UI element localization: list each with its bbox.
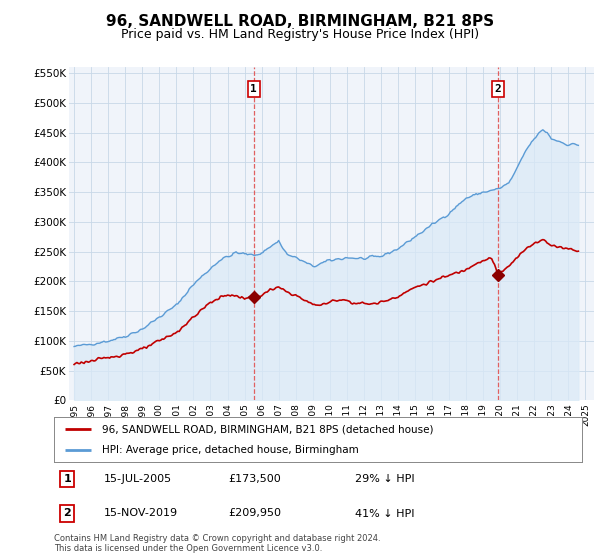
Text: £173,500: £173,500	[228, 474, 281, 484]
Text: 41% ↓ HPI: 41% ↓ HPI	[355, 508, 415, 519]
Text: 96, SANDWELL ROAD, BIRMINGHAM, B21 8PS (detached house): 96, SANDWELL ROAD, BIRMINGHAM, B21 8PS (…	[101, 424, 433, 435]
Text: 2: 2	[64, 508, 71, 519]
Text: Price paid vs. HM Land Registry's House Price Index (HPI): Price paid vs. HM Land Registry's House …	[121, 28, 479, 41]
Text: 15-NOV-2019: 15-NOV-2019	[104, 508, 178, 519]
Text: HPI: Average price, detached house, Birmingham: HPI: Average price, detached house, Birm…	[101, 445, 358, 455]
Text: £209,950: £209,950	[228, 508, 281, 519]
Text: 1: 1	[250, 84, 257, 94]
Text: 15-JUL-2005: 15-JUL-2005	[104, 474, 172, 484]
Text: Contains HM Land Registry data © Crown copyright and database right 2024.
This d: Contains HM Land Registry data © Crown c…	[54, 534, 380, 553]
Text: 2: 2	[494, 84, 502, 94]
Text: 29% ↓ HPI: 29% ↓ HPI	[355, 474, 415, 484]
Text: 1: 1	[64, 474, 71, 484]
Text: 96, SANDWELL ROAD, BIRMINGHAM, B21 8PS: 96, SANDWELL ROAD, BIRMINGHAM, B21 8PS	[106, 14, 494, 29]
